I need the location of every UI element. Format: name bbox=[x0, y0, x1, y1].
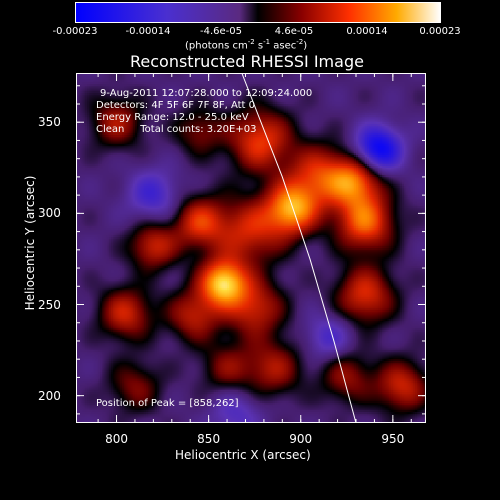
y-tick-label: 200 bbox=[38, 388, 61, 403]
x-tick-label: 900 bbox=[289, 432, 313, 446]
colorbar-unit-label: (photons cm-2 s-1 asec-2) bbox=[185, 38, 308, 52]
plot-frame bbox=[76, 73, 426, 423]
chart-title: Reconstructed RHESSI Image bbox=[130, 52, 364, 71]
time-range-text: 9-Aug-2011 12:07:28.000 to 12:09:24.000 bbox=[100, 88, 313, 99]
colorbar-tick-label: -0.00023 bbox=[52, 26, 98, 37]
detectors-text: Detectors: 4F 5F 6F 7F 8F, Att 0 bbox=[96, 100, 256, 111]
y-tick-label: 300 bbox=[38, 206, 61, 221]
x-tick-label: 850 bbox=[197, 432, 221, 446]
colorbar-tick-label: 0.00023 bbox=[419, 26, 461, 37]
plot-overlay bbox=[76, 73, 426, 423]
heatmap-image bbox=[76, 73, 426, 423]
colorbar-tick-label: 0.00014 bbox=[346, 26, 388, 37]
peak-position-text: Position of Peak = [858,262] bbox=[96, 398, 239, 409]
x-tick-label: 950 bbox=[381, 432, 405, 446]
clean-counts-text: Clean Total counts: 3.20E+03 bbox=[96, 124, 257, 135]
colorbar bbox=[75, 2, 441, 23]
colorbar-tick-label: -0.00014 bbox=[125, 26, 171, 37]
energy-range-text: Energy Range: 12.0 - 25.0 keV bbox=[96, 112, 249, 123]
y-tick-label: 250 bbox=[38, 297, 61, 312]
colorbar-tick-label: -4.6e-05 bbox=[200, 26, 242, 37]
colorbar-tick-label: 4.6e-05 bbox=[274, 26, 314, 37]
y-axis-label: Heliocentric Y (arcsec) bbox=[23, 175, 37, 311]
solar-limb-line bbox=[241, 73, 357, 423]
x-tick-label: 800 bbox=[105, 432, 128, 446]
x-axis-label: Heliocentric X (arcsec) bbox=[175, 448, 311, 462]
y-tick-label: 350 bbox=[38, 115, 61, 130]
